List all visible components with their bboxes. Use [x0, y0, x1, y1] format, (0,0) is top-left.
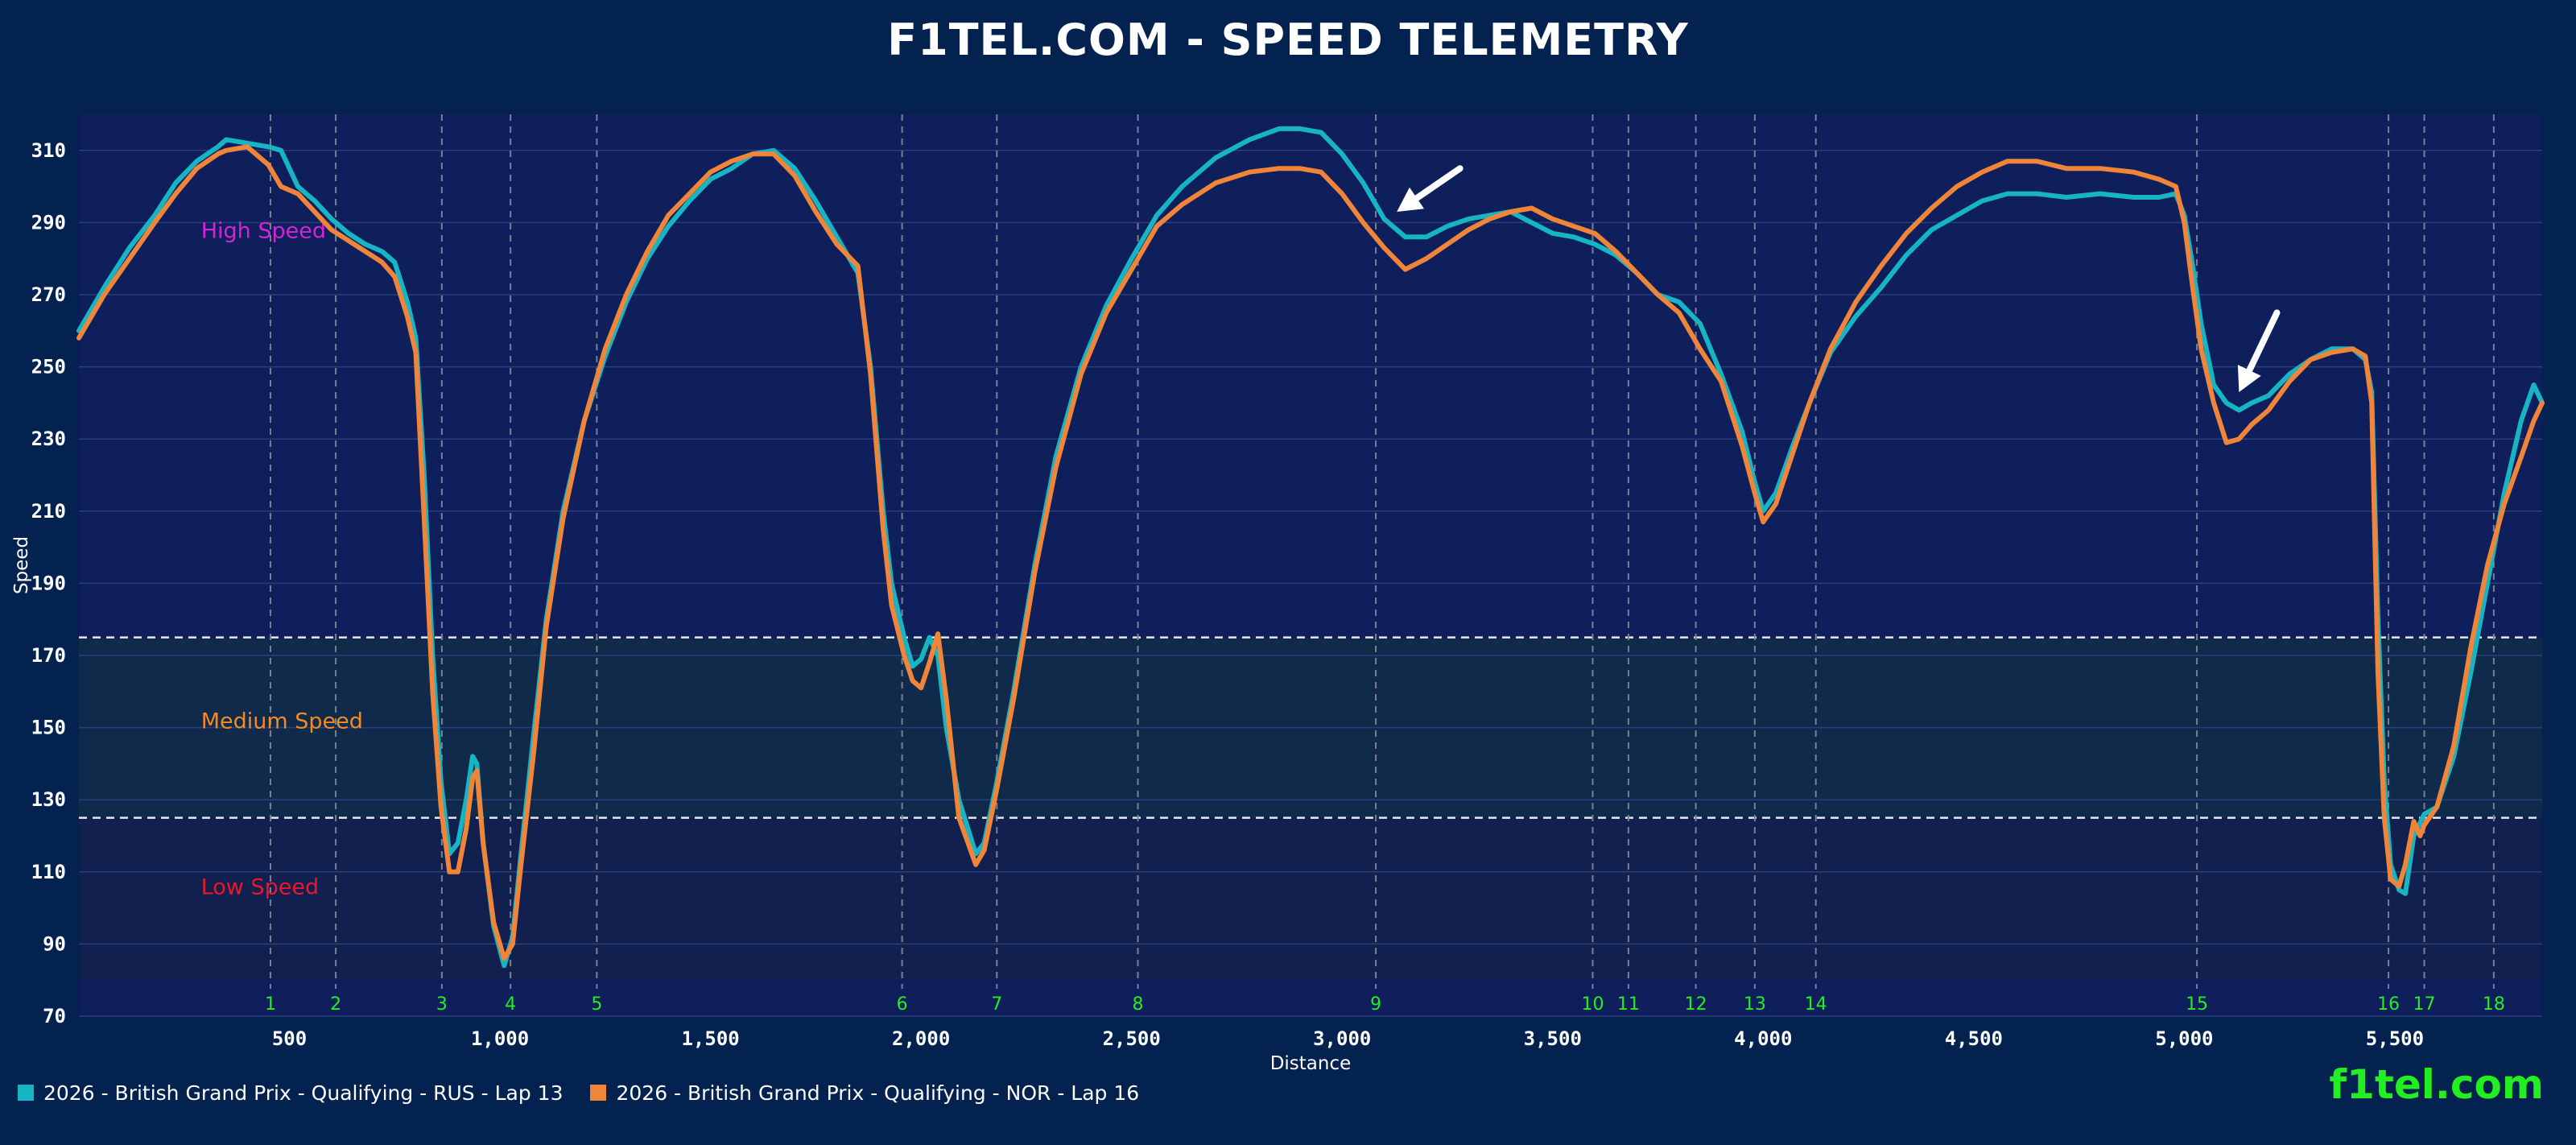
- x-tick-label: 5,000: [2155, 1027, 2213, 1050]
- corner-label: 18: [2483, 994, 2505, 1015]
- y-axis-label: Speed: [11, 536, 32, 594]
- chart-title: F1TEL.COM - SPEED TELEMETRY: [887, 14, 1689, 65]
- legend: 2026 - British Grand Prix - Qualifying -…: [18, 1079, 1166, 1106]
- x-tick-label: 1,500: [681, 1027, 739, 1050]
- brand-logo: f1tel.com: [2329, 1061, 2544, 1108]
- corner-label: 14: [1805, 994, 1827, 1015]
- legend-item-rus[interactable]: 2026 - British Grand Prix - Qualifying -…: [18, 1081, 563, 1105]
- x-tick-label: 3,000: [1313, 1027, 1371, 1050]
- arrow-head: [1397, 187, 1425, 212]
- zone-label: Low Speed: [201, 875, 319, 900]
- corner-label: 6: [897, 994, 908, 1015]
- x-tick-label: 500: [272, 1027, 307, 1050]
- y-tick-label: 270: [31, 283, 66, 306]
- y-tick-label: 230: [31, 428, 66, 450]
- corner-label: 9: [1370, 994, 1381, 1015]
- corner-label: 12: [1685, 994, 1707, 1015]
- corner-label: 13: [1744, 994, 1766, 1015]
- corner-label: 11: [1617, 994, 1640, 1015]
- speed-zone: [79, 114, 2542, 638]
- x-tick-label: 5,500: [2366, 1027, 2424, 1050]
- legend-swatch-rus: [18, 1085, 34, 1101]
- x-tick-label: 4,000: [1734, 1027, 1792, 1050]
- x-tick-label: 1,000: [471, 1027, 529, 1050]
- x-tick-label: 4,500: [1945, 1027, 2003, 1050]
- arrow-annotation: [2246, 309, 2281, 374]
- y-tick-label: 130: [31, 788, 66, 811]
- arrow-annotation: [1413, 165, 1463, 202]
- legend-item-nor[interactable]: 2026 - British Grand Prix - Qualifying -…: [590, 1081, 1139, 1105]
- corner-label: 15: [2186, 994, 2208, 1015]
- legend-label-rus: 2026 - British Grand Prix - Qualifying -…: [43, 1081, 564, 1105]
- arrow-head: [2237, 364, 2261, 392]
- x-tick-label: 2,500: [1103, 1027, 1161, 1050]
- y-tick-label: 110: [31, 861, 66, 883]
- x-axis-label: Distance: [1270, 1053, 1352, 1074]
- y-tick-label: 210: [31, 500, 66, 523]
- corner-label: 1: [265, 994, 276, 1015]
- zone-label: High Speed: [201, 218, 326, 243]
- corner-label: 3: [436, 994, 448, 1015]
- corner-label: 17: [2413, 994, 2436, 1015]
- corner-label: 10: [1581, 994, 1604, 1015]
- corner-label: 4: [505, 994, 516, 1015]
- y-tick-label: 90: [43, 932, 66, 955]
- y-tick-label: 170: [31, 644, 66, 667]
- y-tick-label: 250: [31, 356, 66, 378]
- x-tick-label: 2,000: [892, 1027, 950, 1050]
- legend-swatch-nor: [590, 1085, 607, 1101]
- corner-label: 16: [2377, 994, 2400, 1015]
- x-tick-label: 3,500: [1524, 1027, 1582, 1050]
- series-line-rus: [76, 126, 2545, 969]
- corner-label: 5: [591, 994, 602, 1015]
- corner-label: 7: [991, 994, 1002, 1015]
- y-tick-label: 150: [31, 717, 66, 739]
- y-tick-label: 70: [43, 1005, 66, 1027]
- corner-label: 8: [1133, 994, 1144, 1015]
- y-tick-label: 290: [31, 211, 66, 234]
- y-tick-label: 310: [31, 139, 66, 162]
- y-tick-label: 190: [31, 572, 66, 594]
- corner-label: 2: [330, 994, 341, 1015]
- series-line-nor: [76, 144, 2545, 961]
- zone-label: Medium Speed: [201, 709, 363, 734]
- legend-label-nor: 2026 - British Grand Prix - Qualifying -…: [616, 1081, 1140, 1105]
